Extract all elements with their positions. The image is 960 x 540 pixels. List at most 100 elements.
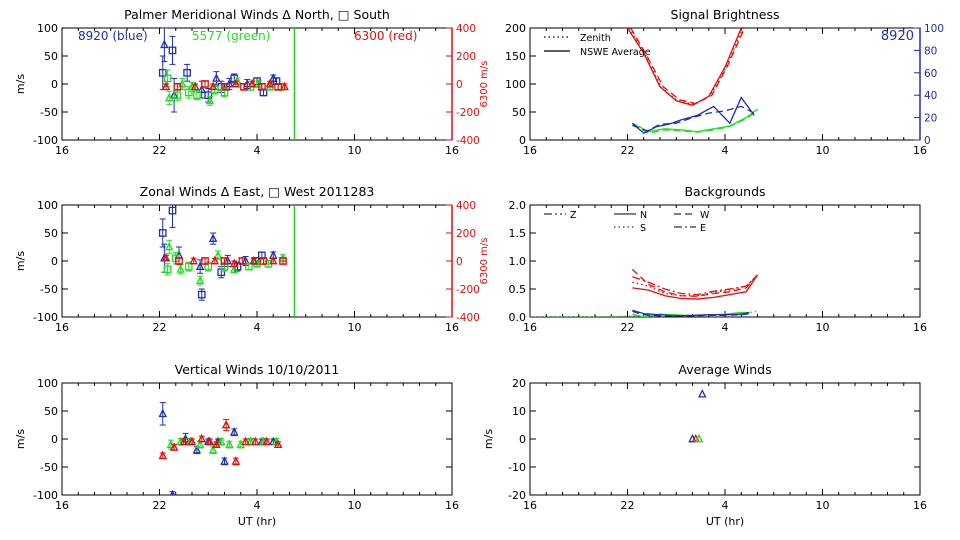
red-point-1 [161, 81, 171, 91]
panel-2: Zonal Winds Δ East, □ West 2011283 16 22 4 1… [14, 184, 490, 334]
green-point-6 [216, 436, 226, 446]
red-dashed-series-line [630, 28, 746, 105]
panel-title: Signal Brightness [671, 7, 780, 22]
x-tick-label: 4 [254, 321, 261, 334]
blue-point-5 [183, 68, 191, 77]
x-tick-label: 10 [816, 144, 830, 157]
right-y-tick-label: 400 [456, 200, 476, 212]
right-y-tick-label: 200 [456, 51, 476, 63]
x-tick-label: 16 [523, 499, 537, 512]
blue-dashed-series-line [632, 310, 750, 317]
y-tick-label: 50 [512, 106, 526, 119]
legend-label: S [640, 223, 646, 234]
red-point-9 [247, 78, 257, 88]
red-point-1 [161, 253, 171, 262]
x-tick-label: 16 [913, 144, 927, 157]
green-point-7 [225, 439, 234, 448]
red-point-11 [268, 255, 278, 265]
x-tick-label: 10 [816, 499, 830, 512]
red-point-2 [169, 442, 179, 451]
y-tick-label: -50 [40, 461, 58, 474]
red-dashdot-series-line [632, 274, 758, 296]
x-tick-label: 16 [55, 499, 69, 512]
x-tick-label: 16 [55, 321, 69, 334]
y-tick-label: 50 [44, 227, 58, 240]
x-axis-label: UT (hr) [238, 515, 276, 528]
blue-point-4 [192, 445, 202, 454]
red-point-13 [280, 81, 289, 91]
green-point-11 [245, 262, 253, 271]
channel-annotation: 6300 (red) [354, 29, 417, 43]
red-point-1 [158, 450, 168, 460]
red-point-8 [240, 82, 248, 91]
right-axis-label: 6300 m/s [479, 238, 490, 285]
blue-solid-series-line [631, 96, 755, 135]
blue-point-2 [697, 389, 707, 398]
x-tick-label: 16 [523, 321, 537, 334]
y-tick-label: 0 [519, 134, 526, 147]
legend-label: E [700, 223, 706, 234]
green-point-4 [176, 264, 185, 273]
panel-5: Backgrounds 16 22 4 10 16 2.0 1.5 1.0 0.5 0.0 Z N W S E [509, 184, 928, 334]
red-point-4 [201, 257, 209, 265]
y-tick-label: 1.5 [509, 227, 527, 240]
right-y-tick-label: 40 [924, 90, 937, 102]
right-y-tick-label: -200 [456, 284, 480, 296]
red-point-4 [187, 436, 197, 446]
y-tick-label: 50 [44, 405, 58, 418]
red-point-6 [205, 436, 215, 446]
legend-label: Z [570, 210, 577, 221]
right-y-tick-label: 0 [456, 79, 463, 91]
right-y-tick-label: 0 [456, 256, 463, 268]
red-point-5 [210, 255, 220, 265]
blue-point-5 [195, 261, 205, 270]
x-tick-label: 16 [445, 144, 459, 157]
plot-frame [529, 27, 921, 141]
right-y-tick-label: -400 [456, 135, 480, 147]
red-point-11 [265, 78, 275, 88]
blue-point-8 [229, 427, 239, 436]
y-axis-label: m/s [482, 429, 495, 449]
panel-title: Zonal Winds Δ East, □ West 2011283 [140, 184, 375, 199]
plot-frame [529, 204, 921, 318]
green-point-2 [164, 241, 174, 251]
channel-annotation: 5577 (green) [192, 29, 270, 43]
x-tick-label: 16 [913, 499, 927, 512]
x-tick-label: 4 [254, 499, 261, 512]
x-tick-label: 22 [153, 144, 167, 157]
x-tick-label: 10 [348, 499, 362, 512]
green-point-4 [195, 439, 205, 448]
red-point-12 [262, 436, 272, 446]
red-point-10 [241, 436, 250, 446]
legend-label: Zenith [580, 33, 611, 44]
blue-point-2 [160, 39, 169, 49]
y-tick-label: 2.0 [509, 199, 527, 212]
x-tick-label: 22 [621, 499, 635, 512]
right-y-tick-label: 400 [456, 23, 476, 35]
x-tick-label: 4 [722, 499, 729, 512]
y-tick-label: 0.0 [509, 311, 527, 324]
red-point-4 [201, 80, 209, 88]
plot-area [626, 28, 758, 135]
green-point-7 [193, 91, 201, 100]
right-y-tick-label: 200 [456, 228, 476, 240]
green-point-8 [205, 95, 215, 105]
green-point-8 [213, 250, 223, 259]
y-tick-label: 100 [37, 377, 58, 390]
red-point-2 [175, 257, 183, 265]
green-point-3 [173, 91, 182, 100]
x-tick-label: 16 [523, 144, 537, 157]
x-tick-label: 4 [254, 144, 261, 157]
panel-1: Palmer Meridional Winds Δ North, □ South… [14, 7, 490, 157]
panel-title: Palmer Meridional Winds Δ North, □ South [124, 7, 390, 22]
x-tick-label: 16 [55, 144, 69, 157]
x-tick-label: 10 [348, 321, 362, 334]
red-point-6 [222, 82, 230, 91]
red-solid-series-line [632, 274, 759, 300]
panel-title: Average Winds [678, 362, 771, 377]
green-point-1 [166, 439, 176, 448]
green-point-2 [164, 92, 174, 102]
red-solid-series-line [626, 28, 742, 106]
y-tick-label: -50 [40, 283, 58, 296]
